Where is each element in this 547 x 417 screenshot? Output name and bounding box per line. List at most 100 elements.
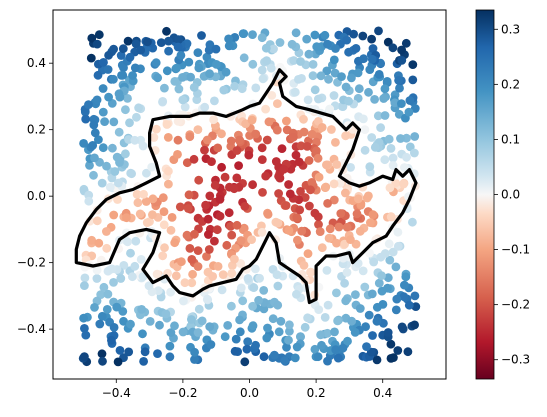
scatter-point: [220, 172, 230, 182]
scatter-point: [81, 330, 91, 340]
scatter-point: [200, 145, 209, 155]
scatter-point: [200, 102, 210, 112]
scatter-point: [230, 346, 240, 356]
scatter-point: [85, 161, 94, 170]
scatter-point: [380, 111, 390, 120]
scatter-point: [401, 272, 411, 282]
scatter-point: [368, 331, 377, 340]
scatter-point: [205, 40, 215, 50]
scatter-point: [217, 129, 226, 139]
scatter-point: [289, 56, 299, 65]
colorbar-tick-label: 0.2: [501, 77, 520, 91]
scatter-point: [119, 316, 128, 326]
scatter-point: [292, 342, 302, 352]
scatter-point: [224, 34, 234, 44]
scatter-point: [89, 120, 99, 130]
scatter-point: [173, 150, 182, 159]
scatter-point: [268, 314, 278, 324]
scatter-point: [121, 105, 130, 115]
scatter-point: [380, 155, 390, 165]
scatter-point: [210, 236, 219, 246]
scatter-point: [310, 344, 320, 354]
scatter-point: [206, 340, 216, 349]
scatter-point: [133, 198, 143, 208]
scatter-point: [321, 182, 331, 192]
scatter-point: [303, 313, 312, 323]
scatter-point: [227, 230, 237, 240]
scatter-point: [184, 190, 194, 200]
scatter-point: [314, 305, 324, 314]
scatter-point: [222, 240, 232, 250]
scatter-point: [344, 96, 353, 106]
scatter-point: [142, 168, 151, 178]
scatter-point: [158, 193, 168, 203]
scatter-point: [247, 235, 256, 245]
scatter-point: [360, 125, 370, 134]
scatter-point: [205, 322, 215, 331]
scatter-point: [297, 226, 307, 236]
scatter-point: [388, 153, 398, 163]
scatter-point: [144, 281, 154, 291]
scatter-point: [273, 300, 283, 310]
scatter-point: [393, 241, 403, 251]
scatter-point: [343, 336, 352, 346]
scatter-point: [347, 73, 356, 83]
scatter-point: [126, 319, 135, 329]
scatter-point: [408, 60, 418, 69]
scatter-point: [184, 57, 194, 67]
scatter-point: [333, 353, 343, 363]
scatter-point: [132, 190, 142, 199]
scatter-point: [341, 82, 351, 92]
scatter-point: [325, 104, 335, 114]
scatter-point: [174, 35, 184, 44]
scatter-point: [331, 138, 340, 147]
scatter-point: [116, 51, 126, 60]
scatter-point: [364, 191, 373, 201]
scatter-point: [323, 328, 332, 338]
scatter-point: [235, 135, 244, 145]
scatter-point: [80, 352, 89, 361]
scatter-point: [287, 39, 297, 49]
scatter-point: [324, 233, 334, 243]
scatter-point: [352, 209, 362, 219]
scatter-point: [109, 278, 118, 287]
scatter-point: [366, 218, 375, 228]
scatter-point: [224, 41, 234, 51]
scatter-point: [322, 66, 332, 76]
scatter-point: [194, 63, 204, 73]
scatter-point: [314, 172, 324, 182]
scatter-point: [151, 58, 161, 68]
scatter-point: [322, 266, 332, 275]
scatter-point: [123, 237, 132, 247]
scatter-point: [193, 262, 203, 271]
scatter-point: [92, 95, 102, 105]
y-axis: −0.4 −0.2 0.0 0.2 0.4: [17, 56, 53, 336]
scatter-point: [325, 224, 335, 234]
scatter-point: [227, 301, 236, 311]
scatter-point: [223, 321, 233, 330]
scatter-point: [175, 202, 185, 212]
scatter-point: [155, 320, 164, 330]
scatter-point: [360, 282, 370, 292]
scatter-point: [370, 142, 380, 152]
scatter-point: [397, 56, 407, 65]
scatter-point: [90, 303, 99, 312]
scatter-point: [322, 160, 331, 170]
scatter-point: [190, 347, 200, 357]
scatter-point: [112, 152, 122, 162]
scatter-point: [296, 332, 305, 342]
scatter-point: [201, 200, 211, 210]
scatter-point: [400, 280, 409, 290]
scatter-point: [285, 189, 295, 199]
scatter-point: [310, 85, 320, 95]
scatter-point: [313, 153, 323, 163]
y-tick-label: −0.2: [17, 256, 46, 270]
scatter-point: [355, 304, 365, 313]
scatter-point: [239, 53, 249, 63]
scatter-point: [234, 161, 244, 171]
scatter-point: [182, 230, 192, 240]
scatter-point: [410, 104, 420, 113]
scatter-point: [98, 107, 108, 117]
scatter-point: [296, 57, 305, 66]
scatter-point: [224, 208, 234, 218]
